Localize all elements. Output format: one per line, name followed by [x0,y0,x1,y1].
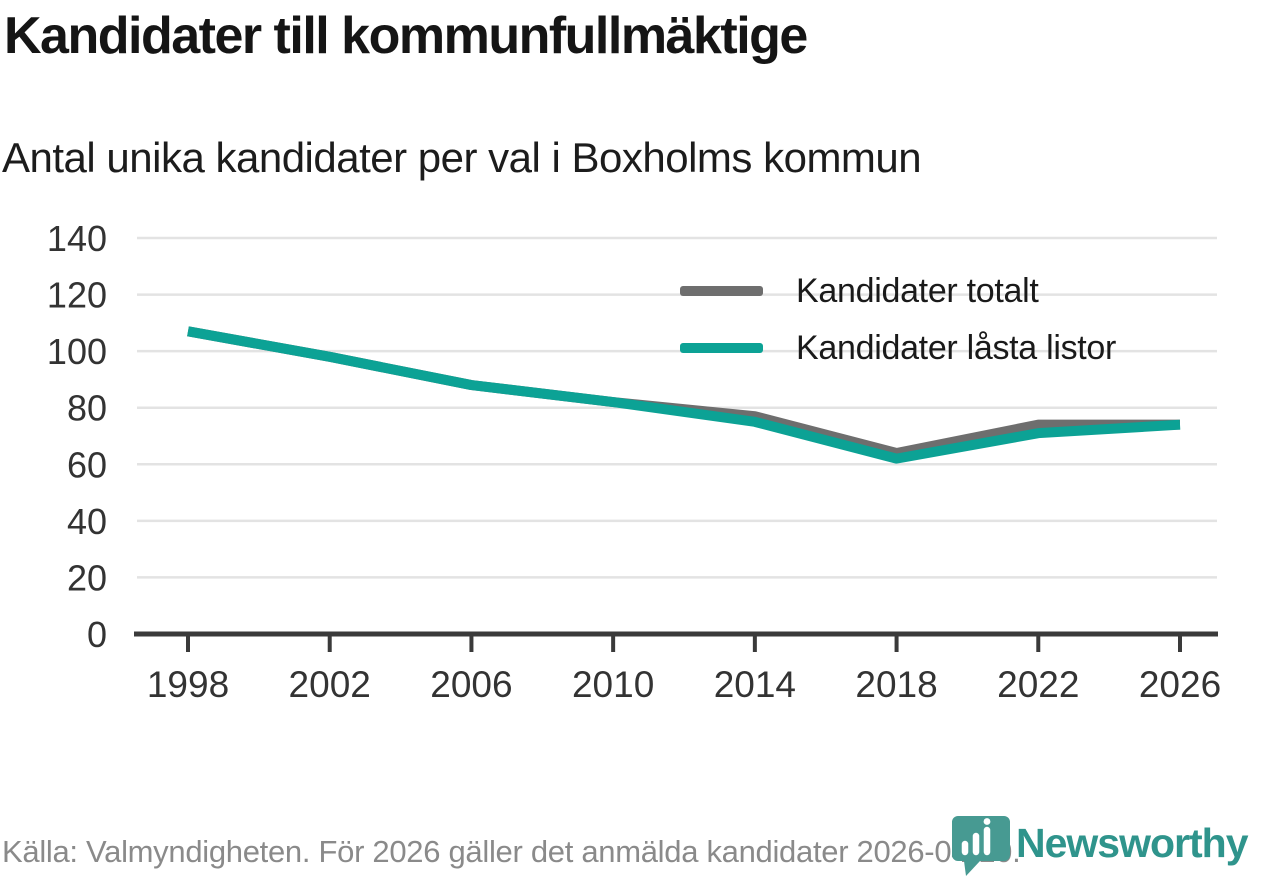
source-note: Källa: Valmyndigheten. För 2026 gäller d… [2,834,1021,869]
y-tick-label: 100 [47,331,107,372]
legend-item-kandidater-lasta-listor: Kandidater låsta listor [680,326,1116,370]
series-line-kandidater-l-sta-listor [187,326,1181,464]
legend: Kandidater totalt Kandidater låsta listo… [680,269,1116,383]
legend-item-kandidater-totalt: Kandidater totalt [680,269,1116,313]
newsworthy-wordmark: Newsworthy [1016,820,1248,866]
x-tick-label: 2002 [289,664,371,705]
legend-label-lasta-listor: Kandidater låsta listor [796,328,1117,367]
x-axis [134,631,1218,652]
y-tick-label: 60 [67,444,107,485]
y-tick-label: 40 [67,501,107,542]
x-tick-label: 2022 [997,664,1079,705]
page-subtitle: Antal unika kandidater per val i Boxholm… [2,134,922,181]
legend-label-totalt: Kandidater totalt [796,271,1039,310]
legend-swatch-lasta-listor [680,343,763,353]
y-axis-labels: 0 20 40 60 80 100 120 140 [47,218,107,655]
y-tick-label: 0 [87,614,107,655]
x-tick-label: 2010 [572,664,654,705]
y-tick-label: 140 [47,218,107,259]
x-tick-label: 1998 [147,664,229,705]
y-tick-label: 80 [67,388,107,429]
newsworthy-logo: Newsworthy [948,812,1260,878]
y-tick-label: 120 [47,275,107,316]
newsworthy-pin-barchart-icon [952,816,1010,876]
x-tick-label: 2006 [430,664,512,705]
x-tick-label: 2014 [714,664,796,705]
x-tick-label: 2026 [1139,664,1221,705]
x-tick-label: 2018 [855,664,937,705]
legend-swatch-totalt [680,286,763,296]
y-tick-label: 20 [67,557,107,598]
page-title: Kandidater till kommunfullmäktige [4,7,808,65]
x-axis-labels: 1998 2002 2006 2010 2014 2018 2022 2026 [147,664,1221,705]
